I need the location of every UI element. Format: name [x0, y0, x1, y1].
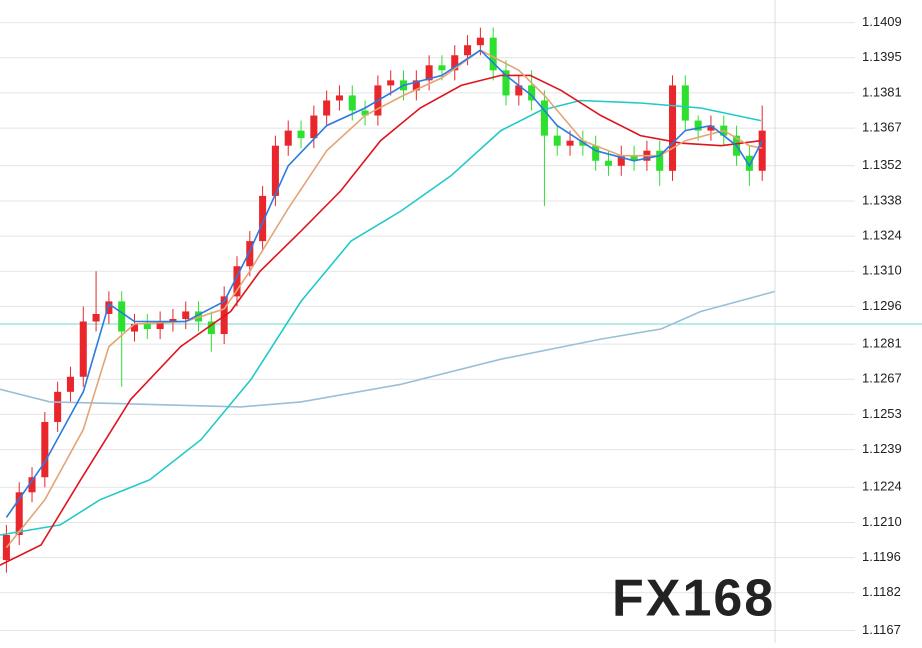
candle-body	[79, 321, 87, 377]
candle-body	[553, 135, 561, 146]
y-tick-label: 1.1224	[862, 479, 902, 494]
y-tick-label: 1.1381	[862, 84, 902, 99]
y-tick-label: 1.1338	[862, 192, 902, 207]
candle-body	[566, 140, 574, 146]
y-tick-label: 1.1409	[862, 14, 902, 29]
candle-body	[297, 130, 305, 139]
candle-body	[169, 318, 177, 322]
candle-body	[66, 376, 74, 392]
candle-body	[54, 391, 62, 422]
y-tick-label: 1.1310	[862, 263, 902, 278]
candle-body	[284, 130, 292, 146]
watermark: FX168	[612, 570, 775, 628]
candle-body	[143, 324, 151, 330]
candle-body	[271, 145, 279, 196]
candle-body	[476, 37, 484, 46]
moving-average-line	[0, 99, 762, 536]
candle-body	[656, 150, 664, 171]
candle-body	[387, 80, 395, 86]
candle-body	[668, 85, 677, 171]
candle-body	[451, 55, 459, 71]
candle-body	[105, 301, 113, 314]
candle-body	[361, 110, 369, 116]
candle-body	[464, 45, 472, 56]
candle-body	[681, 85, 689, 121]
candle-body	[604, 160, 612, 166]
moving-average-line	[5, 49, 763, 549]
y-tick-label: 1.1210	[862, 514, 902, 529]
candle-body	[130, 324, 139, 332]
y-tick-label: 1.1395	[862, 49, 902, 64]
candle-body	[259, 195, 267, 242]
candle-body	[323, 100, 331, 116]
y-tick-label: 1.1352	[862, 157, 902, 172]
candle-body	[207, 321, 215, 335]
y-tick-label: 1.1167	[862, 622, 901, 637]
y-tick-label: 1.1296	[862, 298, 902, 313]
candle-body	[156, 321, 164, 330]
y-tick-label: 1.1182	[862, 584, 901, 599]
candle-body	[335, 95, 343, 101]
candle-body	[515, 85, 523, 96]
candle-body	[41, 421, 49, 478]
candle-body	[540, 100, 548, 136]
y-tick-label: 1.1253	[862, 406, 902, 421]
candle-body	[528, 85, 536, 101]
moving-average-line	[0, 290, 776, 408]
candle-body	[412, 80, 420, 91]
moving-average-line	[5, 49, 763, 518]
candle-body	[694, 120, 702, 131]
candle-body	[502, 70, 510, 96]
candle-body	[438, 65, 446, 71]
candle-body	[233, 266, 241, 297]
candle-body	[489, 37, 497, 71]
candle-body	[182, 311, 190, 319]
y-tick-label: 1.1367	[862, 120, 902, 135]
y-tick-label: 1.1267	[862, 371, 902, 386]
candle-body	[745, 155, 753, 171]
candle-body	[310, 115, 318, 139]
candle-body	[92, 313, 100, 322]
y-tick-label: 1.1324	[862, 228, 902, 243]
y-tick-label: 1.1239	[862, 441, 902, 456]
moving-average-line	[0, 74, 761, 566]
candle-body	[246, 241, 254, 267]
candle-body	[28, 477, 36, 493]
candle-body	[348, 95, 356, 111]
candle-body	[630, 155, 638, 161]
candle-body	[707, 125, 715, 131]
candle-body	[758, 130, 766, 171]
candle-body	[15, 492, 23, 535]
candle-body	[617, 155, 625, 166]
candle-body	[118, 301, 126, 332]
candle-body	[425, 65, 433, 81]
y-tick-label: 1.1281	[862, 336, 902, 351]
candle-body	[592, 145, 600, 161]
y-tick-label: 1.1196	[862, 549, 901, 564]
